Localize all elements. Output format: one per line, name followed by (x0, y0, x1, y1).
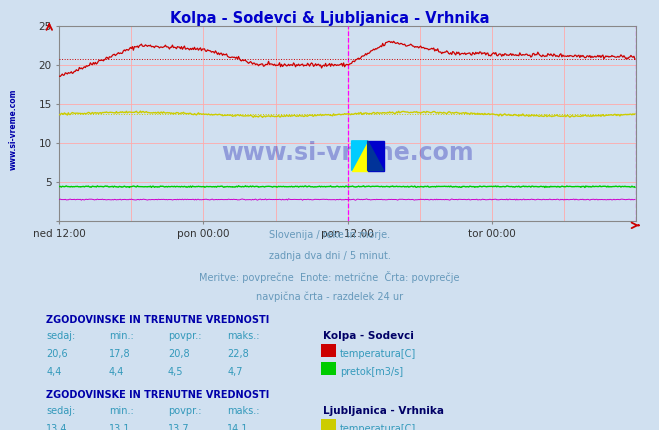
Text: povpr.:: povpr.: (168, 331, 202, 341)
Text: temperatura[C]: temperatura[C] (340, 424, 416, 430)
Text: 13,1: 13,1 (109, 424, 130, 430)
Text: povpr.:: povpr.: (168, 406, 202, 416)
Text: ZGODOVINSKE IN TRENUTNE VREDNOSTI: ZGODOVINSKE IN TRENUTNE VREDNOSTI (46, 315, 270, 325)
Text: sedaj:: sedaj: (46, 406, 75, 416)
Text: Kolpa - Sodevci & Ljubljanica - Vrhnika: Kolpa - Sodevci & Ljubljanica - Vrhnika (170, 11, 489, 26)
Text: 4,4: 4,4 (109, 367, 124, 377)
Text: 13,7: 13,7 (168, 424, 190, 430)
Text: 4,4: 4,4 (46, 367, 61, 377)
Text: min.:: min.: (109, 406, 134, 416)
Text: 13,4: 13,4 (46, 424, 68, 430)
Text: Slovenija / reke in morje.: Slovenija / reke in morje. (269, 230, 390, 240)
Polygon shape (368, 141, 384, 171)
Text: zadnja dva dni / 5 minut.: zadnja dva dni / 5 minut. (269, 251, 390, 261)
Text: maks.:: maks.: (227, 331, 260, 341)
Text: 17,8: 17,8 (109, 349, 130, 359)
Text: pretok[m3/s]: pretok[m3/s] (340, 367, 403, 377)
Text: ZGODOVINSKE IN TRENUTNE VREDNOSTI: ZGODOVINSKE IN TRENUTNE VREDNOSTI (46, 390, 270, 400)
Text: www.si-vreme.com: www.si-vreme.com (221, 141, 474, 165)
Text: min.:: min.: (109, 331, 134, 341)
Text: 4,5: 4,5 (168, 367, 184, 377)
Text: 14,1: 14,1 (227, 424, 249, 430)
Text: Ljubljanica - Vrhnika: Ljubljanica - Vrhnika (323, 406, 444, 416)
Text: sedaj:: sedaj: (46, 331, 75, 341)
Polygon shape (352, 141, 368, 171)
Text: navpična črta - razdelek 24 ur: navpična črta - razdelek 24 ur (256, 292, 403, 302)
Text: 22,8: 22,8 (227, 349, 249, 359)
Text: Kolpa - Sodevci: Kolpa - Sodevci (323, 331, 414, 341)
Text: maks.:: maks.: (227, 406, 260, 416)
Text: Meritve: povprečne  Enote: metrične  Črta: povprečje: Meritve: povprečne Enote: metrične Črta:… (199, 271, 460, 283)
Text: 4,7: 4,7 (227, 367, 243, 377)
Bar (368, 141, 384, 171)
Text: 20,6: 20,6 (46, 349, 68, 359)
Text: 20,8: 20,8 (168, 349, 190, 359)
Text: temperatura[C]: temperatura[C] (340, 349, 416, 359)
Text: www.si-vreme.com: www.si-vreme.com (9, 88, 18, 170)
Bar (352, 141, 368, 171)
